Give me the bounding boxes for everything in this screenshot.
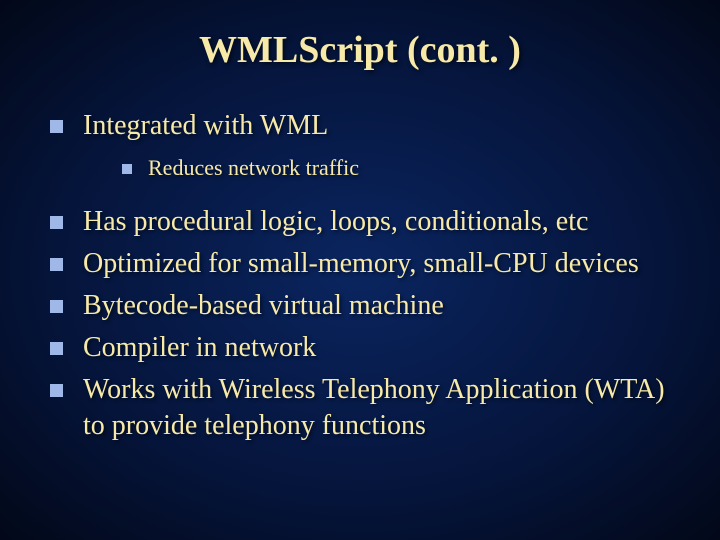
list-item-text: Works with Wireless Telephony Applicatio… (83, 372, 670, 444)
list-item-text: Optimized for small-memory, small-CPU de… (83, 246, 639, 282)
list-item: Reduces network traffic (122, 154, 670, 183)
list-item-text: Reduces network traffic (148, 154, 359, 183)
list-item: Has procedural logic, loops, conditional… (50, 204, 670, 240)
list-item: Works with Wireless Telephony Applicatio… (50, 372, 670, 444)
square-bullet-icon (50, 216, 63, 229)
list-item: Optimized for small-memory, small-CPU de… (50, 246, 670, 282)
square-bullet-icon (50, 120, 63, 133)
list-item-text: Has procedural logic, loops, conditional… (83, 204, 588, 240)
square-bullet-icon (50, 258, 63, 271)
square-bullet-icon (50, 300, 63, 313)
slide: WMLScript (cont. ) Integrated with WML R… (0, 0, 720, 540)
sub-list: Reduces network traffic (122, 154, 670, 183)
list-item-text: Compiler in network (83, 330, 316, 366)
square-bullet-icon (50, 342, 63, 355)
slide-title: WMLScript (cont. ) (50, 28, 670, 72)
list-item-text: Bytecode-based virtual machine (83, 288, 444, 324)
list-item: Integrated with WML (50, 108, 670, 144)
square-bullet-icon (122, 164, 132, 174)
bullet-list: Integrated with WML Reduces network traf… (50, 108, 670, 443)
square-bullet-icon (50, 384, 63, 397)
list-item: Compiler in network (50, 330, 670, 366)
list-item-text: Integrated with WML (83, 108, 328, 144)
list-item: Bytecode-based virtual machine (50, 288, 670, 324)
